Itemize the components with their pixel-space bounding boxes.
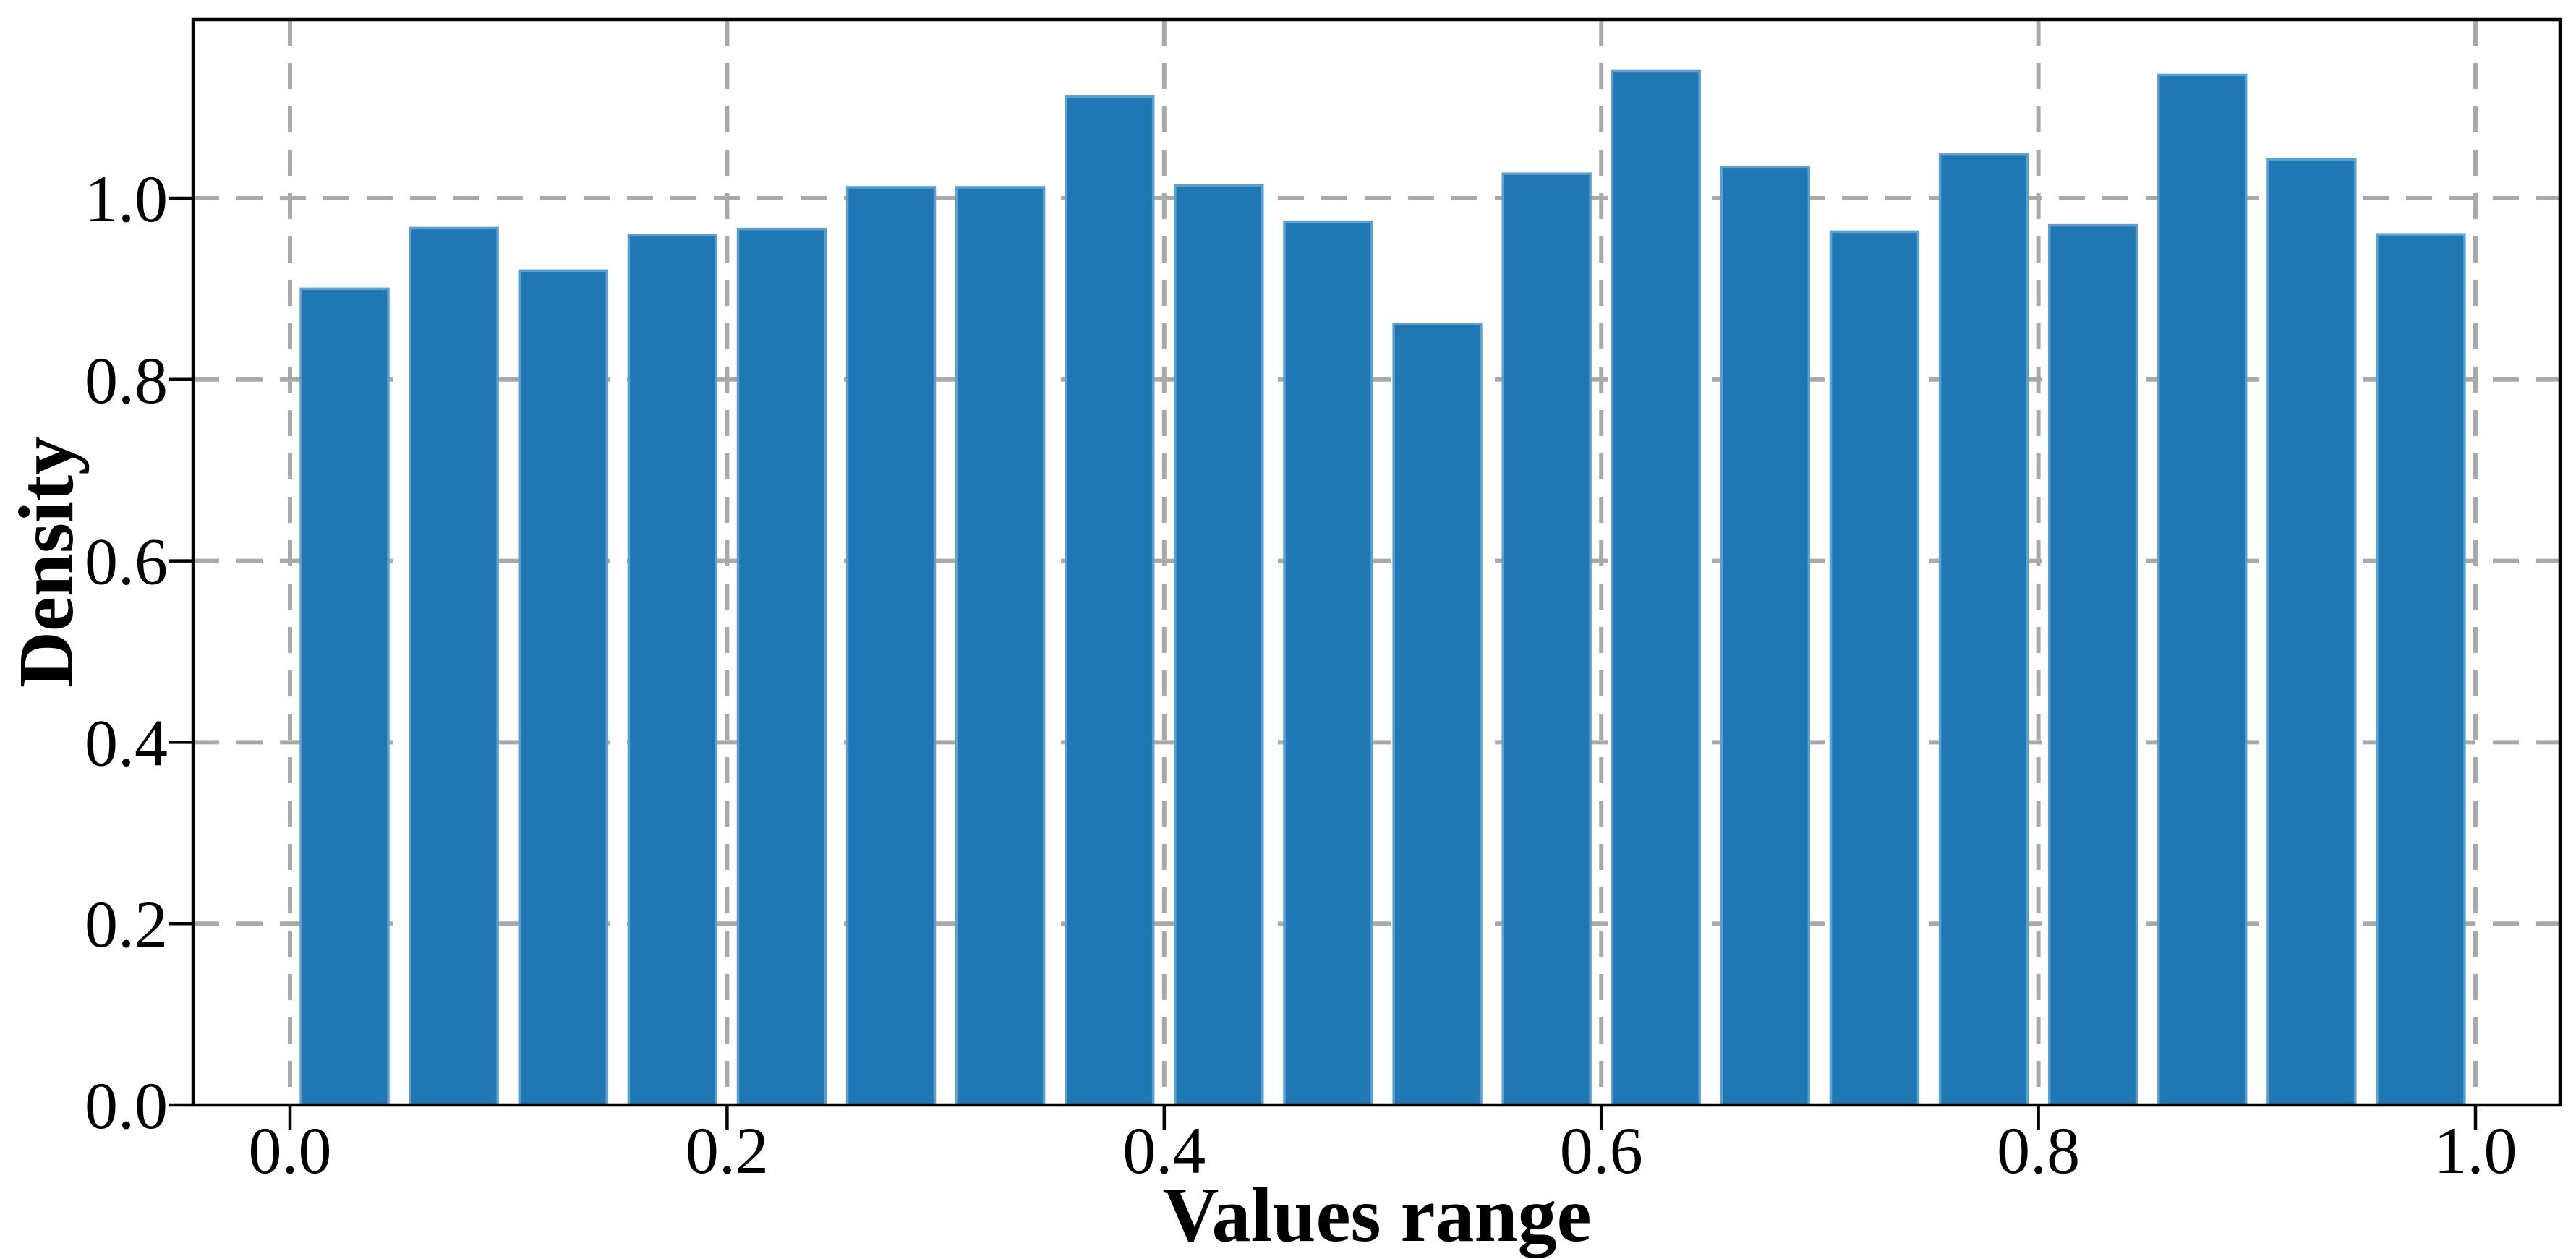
histogram-bar xyxy=(1065,95,1155,1106)
x-tick-label: 0.2 xyxy=(686,1114,769,1187)
histogram-bar xyxy=(955,186,1046,1106)
histogram-bar xyxy=(299,287,390,1106)
histogram-bar xyxy=(1611,69,1701,1106)
histogram-bar xyxy=(2376,233,2466,1106)
y-tick-label: 1.0 xyxy=(85,162,168,236)
y-tick-label: 0.0 xyxy=(85,1069,168,1143)
histogram-bar xyxy=(627,234,718,1106)
histogram-bar xyxy=(409,226,499,1106)
tick-label-layer: 0.0 0.2 0.4 0.6 0.8 1.0 0.0 0.2 0.4 0.6 0.8 1.0 xyxy=(85,162,2517,1187)
x-tick-label: 1.0 xyxy=(2434,1114,2517,1187)
x-tick-label: 0.6 xyxy=(1560,1114,1643,1187)
y-tick-label: 0.4 xyxy=(85,706,168,780)
histogram-bar xyxy=(1938,153,2029,1106)
histogram-bar xyxy=(1392,323,1483,1106)
y-tick-label: 0.6 xyxy=(85,525,168,599)
histogram-bar xyxy=(736,227,827,1106)
y-axis-label: Density xyxy=(4,436,90,688)
x-tick-label: 0.4 xyxy=(1122,1114,1206,1187)
histogram-bar xyxy=(1720,166,1811,1106)
histogram-bar xyxy=(1829,230,1920,1106)
histogram-bar xyxy=(1174,184,1264,1106)
histogram-bar xyxy=(2157,73,2248,1106)
x-tick-label: 0.0 xyxy=(249,1114,332,1187)
x-axis-label: Values range xyxy=(1162,1172,1591,1258)
histogram-bar xyxy=(518,269,608,1106)
histogram-bar xyxy=(1501,172,1592,1106)
x-tick-label: 0.8 xyxy=(1997,1114,2080,1187)
y-tick-label: 0.8 xyxy=(85,343,168,417)
histogram-bar xyxy=(845,186,937,1106)
tick-layer xyxy=(169,196,2478,1130)
y-tick-label: 0.2 xyxy=(85,887,168,961)
bar-layer xyxy=(299,69,2466,1106)
histogram-bar xyxy=(2047,223,2138,1106)
histogram-bar xyxy=(1283,220,1373,1106)
histogram-bar xyxy=(2266,158,2357,1106)
